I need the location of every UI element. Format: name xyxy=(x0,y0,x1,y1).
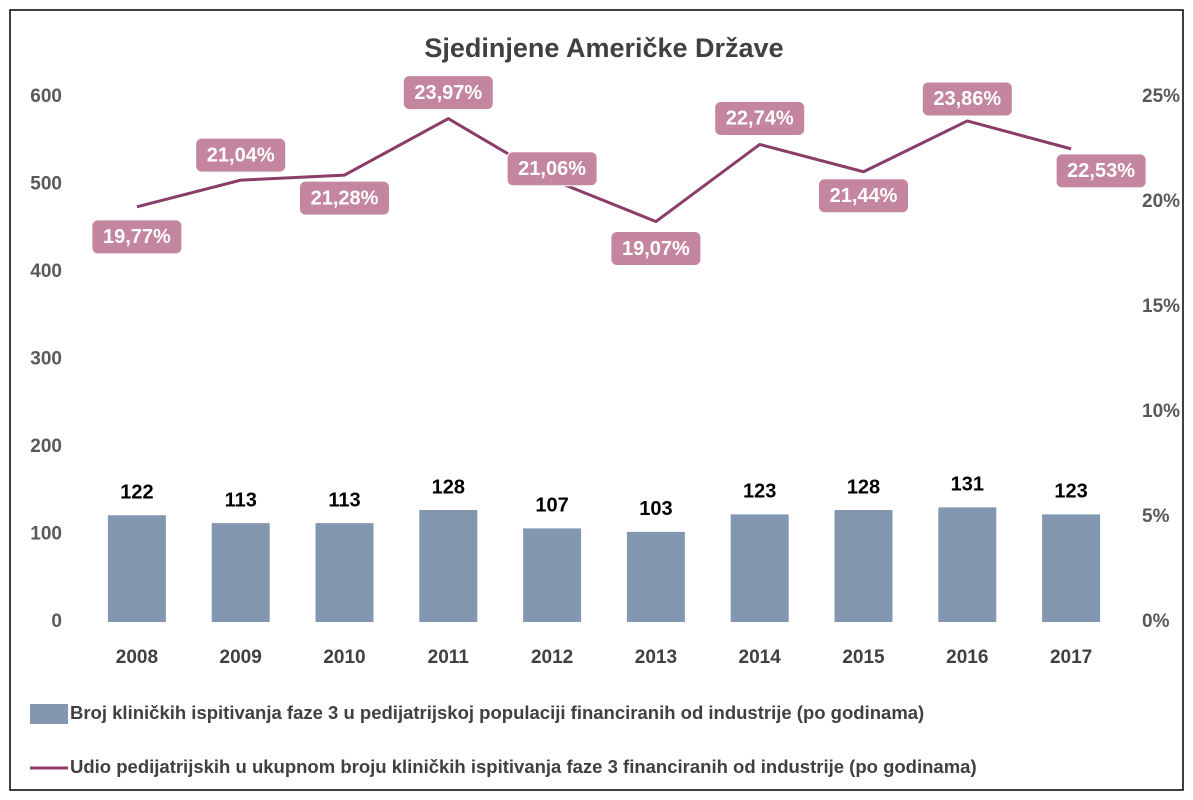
legend-label: Udio pedijatrijskih u ukupnom broju klin… xyxy=(70,756,977,777)
line-value-label: 22,53% xyxy=(1067,160,1135,182)
data-label-box xyxy=(714,100,806,136)
bar-value-label: 131 xyxy=(951,474,984,496)
bar xyxy=(834,510,893,622)
bar xyxy=(211,523,270,622)
bar xyxy=(315,523,374,622)
line-value-label: 21,44% xyxy=(830,185,898,207)
y-tick-label: 200 xyxy=(30,436,62,457)
data-label-box xyxy=(299,180,390,216)
bar-value-label: 107 xyxy=(535,495,568,517)
bar-value-label: 123 xyxy=(743,481,776,503)
y-tick-label: 500 xyxy=(30,174,62,195)
data-label-box xyxy=(1055,153,1147,189)
chart-border xyxy=(9,9,1184,791)
y2-tick-label: 15% xyxy=(1142,296,1180,317)
x-tick-label: 2011 xyxy=(428,647,470,668)
line-value-label: 23,97% xyxy=(414,82,482,104)
bar xyxy=(626,531,685,622)
data-label-box xyxy=(610,231,702,267)
x-tick-label: 2015 xyxy=(842,647,885,668)
bar-value-label: 103 xyxy=(639,498,672,520)
line-value-label: 23,86% xyxy=(933,88,1001,110)
bar xyxy=(419,510,478,622)
bar-value-label: 128 xyxy=(847,476,880,498)
y-tick-label: 300 xyxy=(30,349,62,370)
data-label-box xyxy=(921,81,1013,117)
y2-tick-label: 10% xyxy=(1142,401,1180,422)
legend-swatch xyxy=(30,704,68,724)
bar xyxy=(523,528,582,622)
y-tick-label: 0 xyxy=(51,611,62,632)
bar xyxy=(730,514,789,622)
x-tick-label: 2017 xyxy=(1050,647,1092,668)
line xyxy=(136,116,1072,224)
y2-tick-label: 5% xyxy=(1142,506,1170,527)
y2-tick-label: 20% xyxy=(1142,191,1180,212)
x-tick-label: 2008 xyxy=(116,647,158,668)
data-label-box xyxy=(818,178,909,214)
bar-value-label: 113 xyxy=(225,489,257,511)
bar xyxy=(1042,514,1101,622)
data-label-box xyxy=(195,137,287,173)
line-value-label: 22,74% xyxy=(726,108,794,130)
bar xyxy=(107,515,166,622)
line-value-label: 21,28% xyxy=(311,187,379,209)
bar-value-label: 128 xyxy=(432,476,465,498)
bar-value-label: 122 xyxy=(120,482,153,504)
x-tick-label: 2014 xyxy=(739,647,782,668)
data-label-box xyxy=(91,219,183,255)
bar-value-label: 123 xyxy=(1054,481,1087,503)
data-label-box xyxy=(506,151,598,187)
x-tick-label: 2013 xyxy=(635,647,677,668)
y-tick-label: 100 xyxy=(30,524,62,545)
chart-title: Sjedinjene Američke Države xyxy=(424,33,783,63)
data-label-box xyxy=(402,75,494,111)
line-value-label: 19,77% xyxy=(103,226,171,248)
y-tick-label: 600 xyxy=(30,86,62,107)
x-tick-label: 2012 xyxy=(531,647,573,668)
y2-tick-label: 0% xyxy=(1142,611,1170,632)
line-value-label: 21,04% xyxy=(207,144,275,166)
x-tick-label: 2010 xyxy=(323,647,365,668)
x-tick-label: 2009 xyxy=(220,647,262,668)
line-value-label: 19,07% xyxy=(622,238,690,260)
x-tick-label: 2016 xyxy=(946,647,988,668)
bar-value-label: 113 xyxy=(328,489,360,511)
line-value-label: 21,06% xyxy=(518,158,586,180)
y-tick-label: 400 xyxy=(30,261,62,282)
bar xyxy=(938,507,997,622)
y2-tick-label: 25% xyxy=(1142,86,1180,107)
legend-label: Broj kliničkih ispitivanja faze 3 u pedi… xyxy=(70,702,924,723)
